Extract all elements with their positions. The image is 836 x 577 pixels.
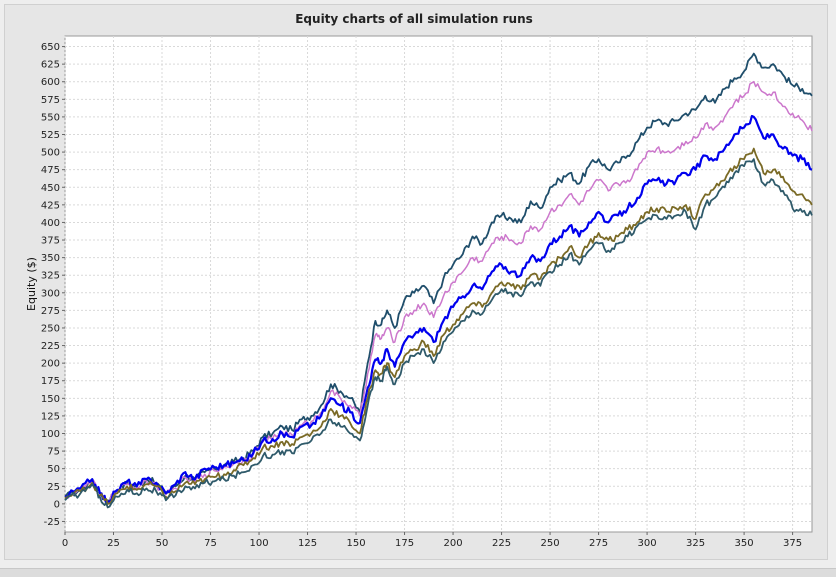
equity-series-line [64, 147, 813, 505]
equity-series-line [64, 80, 813, 503]
y-tick-label: 650 [41, 42, 60, 53]
x-tick-label: 175 [395, 538, 414, 549]
x-tick-label: 300 [638, 538, 657, 549]
y-tick-label: 125 [41, 411, 60, 422]
y-tick-label: 25 [47, 482, 60, 493]
y-tick-label: 625 [41, 60, 60, 71]
equity-series-line [64, 158, 813, 509]
x-tick-label: 25 [107, 538, 120, 549]
x-tick-label: 0 [62, 538, 68, 549]
x-tick-label: 225 [492, 538, 511, 549]
y-tick-label: 250 [41, 323, 60, 334]
y-tick-label: 0 [54, 499, 60, 510]
x-tick-label: 375 [783, 538, 802, 549]
y-tick-label: 600 [41, 77, 60, 88]
x-tick-label: 325 [686, 538, 705, 549]
x-tick-label: 200 [444, 538, 463, 549]
y-tick-label: -25 [44, 517, 60, 528]
y-tick-label: 375 [41, 236, 60, 247]
y-tick-label: 150 [41, 394, 60, 405]
y-tick-label: 350 [41, 253, 60, 264]
y-tick-label: 525 [41, 130, 60, 141]
series-layer [64, 52, 813, 509]
y-tick-label: 225 [41, 341, 60, 352]
y-tick-label: 575 [41, 95, 60, 106]
y-tick-label: 500 [41, 148, 60, 159]
y-tick-label: 475 [41, 165, 60, 176]
y-tick-label: 550 [41, 112, 60, 123]
y-tick-label: 400 [41, 218, 60, 229]
grid [64, 36, 812, 532]
y-tick-label: 50 [47, 464, 60, 475]
equity-series-line [64, 114, 813, 505]
y-tick-label: 450 [41, 183, 60, 194]
y-tick-label: 200 [41, 359, 60, 370]
x-tick-label: 100 [249, 538, 268, 549]
plot-area [64, 35, 813, 533]
x-tick-label: 50 [156, 538, 169, 549]
status-strip [0, 568, 836, 577]
x-tick-label: 125 [298, 538, 317, 549]
chart-title: Equity charts of all simulation runs [295, 12, 533, 26]
x-tick-label: 150 [346, 538, 365, 549]
y-axis-title: Equity ($) [25, 257, 38, 311]
axes: -250255075100125150175200225250275300325… [41, 42, 802, 549]
y-tick-label: 100 [41, 429, 60, 440]
y-tick-label: 300 [41, 288, 60, 299]
y-tick-label: 75 [47, 447, 60, 458]
y-tick-label: 325 [41, 271, 60, 282]
y-tick-label: 425 [41, 200, 60, 211]
x-tick-label: 250 [541, 538, 560, 549]
y-tick-label: 275 [41, 306, 60, 317]
x-tick-label: 350 [735, 538, 754, 549]
y-tick-label: 175 [41, 376, 60, 387]
x-tick-label: 75 [204, 538, 217, 549]
x-tick-label: 275 [589, 538, 608, 549]
